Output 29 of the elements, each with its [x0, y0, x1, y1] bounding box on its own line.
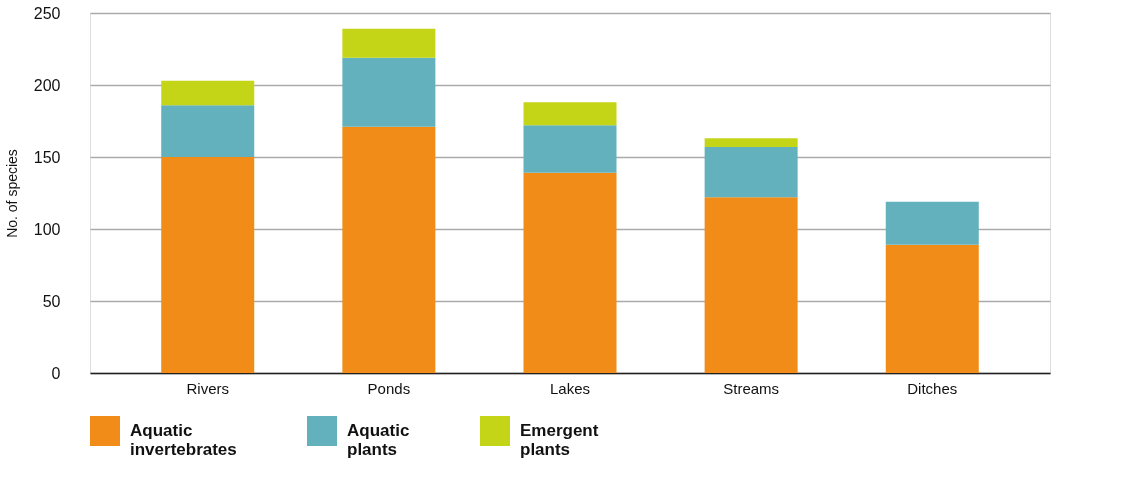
y-tick-label: 0: [51, 364, 61, 382]
bar: [161, 105, 255, 157]
bar: [523, 125, 617, 173]
bar: [523, 102, 617, 126]
bar: [342, 126, 436, 373]
bar: [342, 28, 436, 58]
y-tick-label: 100: [33, 220, 61, 238]
bar: [342, 57, 436, 127]
x-tick-label: Streams: [723, 379, 780, 397]
bar: [523, 172, 617, 373]
x-tick-label: Rivers: [186, 379, 229, 397]
bar: [704, 197, 798, 373]
bar: [161, 80, 255, 106]
legend-label: Emergent plants: [520, 421, 599, 459]
bar: [885, 244, 979, 373]
y-tick-label: 50: [42, 292, 61, 310]
x-tick-label: Lakes: [549, 379, 591, 397]
bar: [161, 157, 255, 373]
x-tick-label: Ponds: [367, 379, 411, 397]
bar: [885, 201, 979, 245]
bar: [704, 138, 798, 147]
legend-label: Aquatic plants: [347, 421, 410, 459]
x-tick-label: Ditches: [907, 379, 958, 397]
y-tick-label: 200: [33, 76, 61, 94]
bar: [704, 146, 798, 198]
y-axis-title: No. of species: [3, 149, 20, 238]
y-tick-label: 250: [33, 4, 61, 22]
y-tick-label: 150: [33, 148, 61, 166]
legend-label: Aquatic invertebrates: [130, 421, 237, 459]
